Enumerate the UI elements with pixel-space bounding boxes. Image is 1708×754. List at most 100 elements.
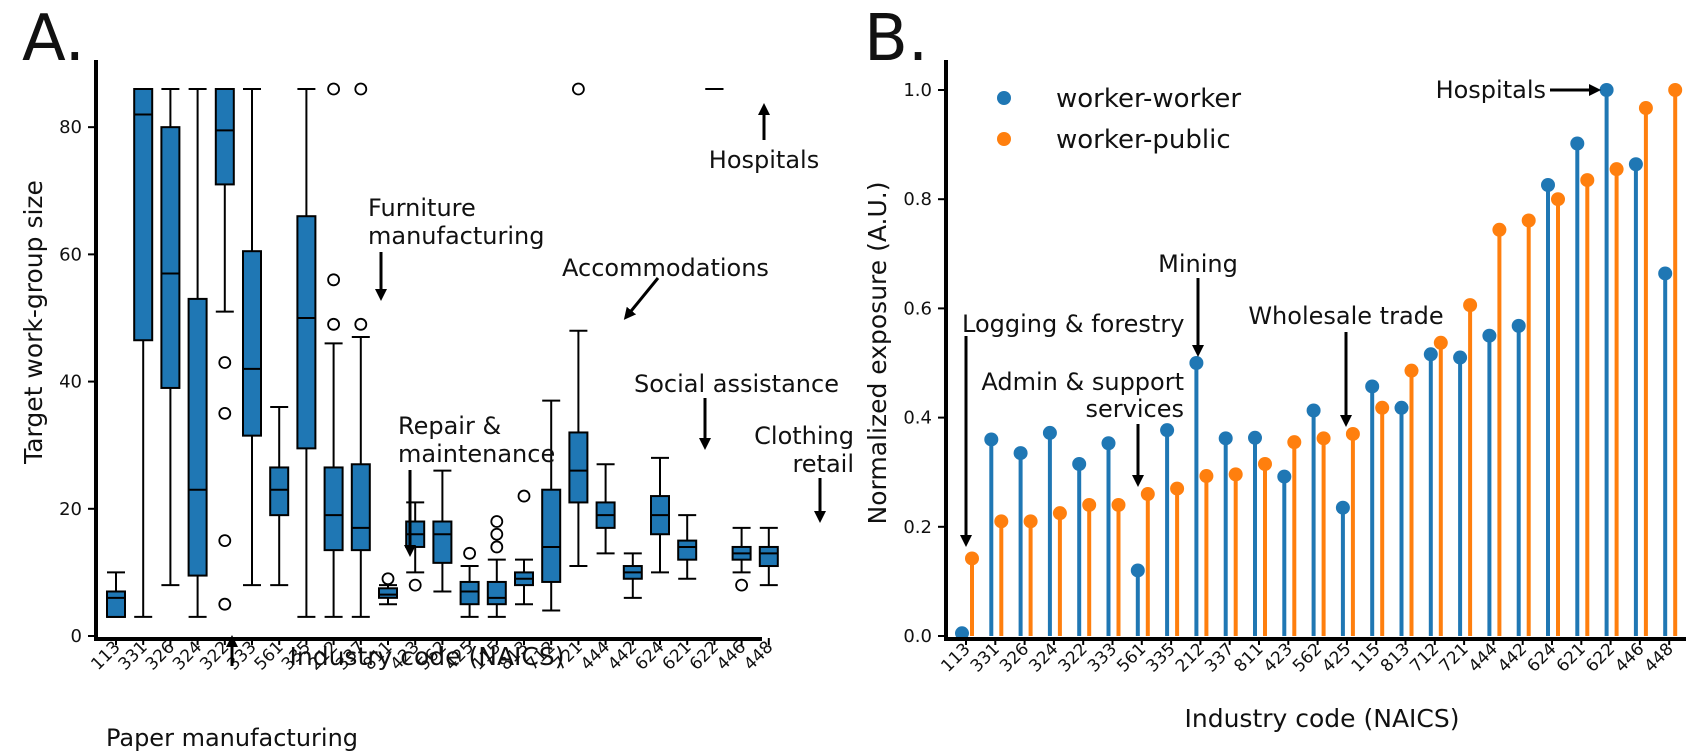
annotation-hospitals-a-text: Hospitals [709,146,819,174]
box-113 [106,590,126,618]
point-ww-115 [1365,379,1380,394]
annotation-furniture-text-1: Furniture [368,194,476,222]
panel-a-y-tick-20: 20 [59,499,82,520]
panel-a-y-axis-label: Target work-group size [19,180,48,465]
outlier-212-0 [327,317,341,331]
legend-marker-worker-worker [997,91,1011,105]
annotation-wholesale-text: Wholesale trade [1248,302,1443,330]
panel-b-x-tick-721: 721 [1436,639,1473,676]
point-ww-442 [1511,318,1526,333]
panel-b-y-tick-0.6: 0.6 [903,298,932,319]
panel-a-chart: A. Target work-group size Industry code … [19,2,854,752]
point-wp-621 [1580,173,1595,188]
annotation-paper-manufacturing: Paper manufacturing [106,635,358,752]
outlier-425-0 [463,546,477,560]
outlier-115-2 [490,515,504,528]
annotation-mining-text: Mining [1158,250,1238,278]
outlier-322-0 [218,356,232,369]
legend-label-worker-worker: worker-worker [1056,84,1241,114]
annotation-hospitals-b-text: Hospitals [1436,76,1546,104]
panel-b-x-tick-335: 335 [1143,639,1180,676]
point-ww-561 [1130,563,1145,578]
annotation-logging-text: Logging & forestry [962,310,1184,338]
point-wp-622 [1609,162,1624,177]
panel-a-y-tick-60: 60 [59,244,82,265]
outlier-446-0 [735,578,748,592]
point-wp-331 [994,514,1009,529]
annotation-accommodations: Accommodations [562,254,769,320]
point-ww-337 [1218,431,1233,446]
panel-b-y-tick-0.2: 0.2 [903,517,932,538]
panel-b-label: B. [864,2,928,76]
annotation-repair-text-1: Repair & [398,412,501,440]
point-wp-562 [1316,431,1331,446]
point-wp-337 [1228,467,1243,482]
panel-b-x-tick-322: 322 [1055,639,1092,676]
annotation-repair: Repair & maintenance [398,412,555,557]
outlier-212-1 [327,273,341,287]
panel-b-x-tick-446: 446 [1611,639,1648,676]
panel-a-x-tick-448: 448 [740,637,777,674]
box-212 [323,466,344,552]
point-wp-446 [1638,101,1653,116]
point-wp-624 [1551,192,1565,207]
panel-b-x-tick-813: 813 [1377,639,1414,676]
point-wp-115 [1375,400,1390,415]
outlier-322-2 [218,534,232,547]
box-712 [541,488,562,583]
box-811 [378,587,398,599]
outlier-813-0 [517,489,531,503]
point-ww-113 [955,626,969,641]
point-ww-624 [1541,178,1555,193]
point-ww-448 [1658,266,1673,281]
box-324 [187,297,208,577]
point-ww-322 [1072,457,1087,472]
box-331 [133,88,154,342]
box-425 [459,580,480,606]
annotation-admin-support: Admin & support services [981,368,1184,487]
outlier-337-1 [354,82,368,96]
point-ww-423 [1277,469,1292,484]
outlier-322-3 [218,597,232,611]
panel-b-x-tick-113: 113 [937,639,974,676]
annotation-social-text: Social assistance [634,370,839,398]
outlier-115-1 [490,527,504,541]
panel-b-x-tick-324: 324 [1025,639,1062,676]
panel-b-x-tick-212: 212 [1172,639,1209,676]
panel-b-chart: B. Normalized exposure (A.U.) Industry c… [863,2,1686,733]
annotation-logging: Logging & forestry [960,310,1184,547]
box-561 [269,466,290,517]
panel-a-label: A. [22,2,85,76]
panel-b-y-axis-label: Normalized exposure (A.U.) [863,182,892,525]
point-wp-324 [1052,506,1067,521]
point-wp-335 [1170,481,1185,496]
annotation-admin-text-2: services [1086,395,1184,423]
outlier-721-0 [572,82,585,96]
point-ww-326 [1013,446,1028,461]
box-562 [432,520,453,564]
point-wp-326 [1023,514,1038,529]
point-wp-113 [965,551,979,566]
panel-b-x-tick-115: 115 [1348,639,1385,676]
box-448 [758,545,779,568]
box-335 [296,215,317,450]
point-ww-622 [1599,83,1614,97]
annotation-furniture-text-2: manufacturing [368,222,544,250]
point-ww-425 [1335,500,1350,515]
annotation-clothing-retail: Clothing retail [754,422,854,523]
box-322 [214,88,235,186]
point-wp-322 [1082,497,1097,512]
panel-b-x-axis-label: Industry code (NAICS) [1184,704,1459,733]
panel-b-x-tick-562: 562 [1289,639,1326,676]
panel-b-x-tick-326: 326 [996,639,1033,676]
legend-label-worker-public: worker-public [1056,125,1231,155]
panel-b-x-tick-444: 444 [1465,639,1502,676]
point-ww-712 [1423,347,1438,362]
annotation-admin-text-1: Admin & support [981,368,1184,396]
point-wp-442 [1521,213,1536,228]
point-wp-721 [1463,298,1478,313]
annotation-hospitals-b: Hospitals [1436,76,1601,104]
panel-b-x-tick-442: 442 [1494,639,1531,676]
point-ww-621 [1570,136,1585,151]
